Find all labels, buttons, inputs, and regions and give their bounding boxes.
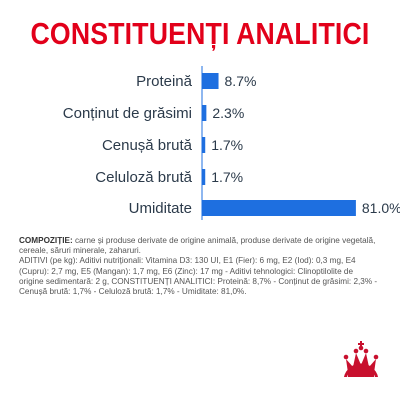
category-label: Conținut de grăsimi (63, 105, 192, 122)
bar (202, 169, 206, 185)
page-title: CONSTITUENȚI ANALITICI (30, 16, 370, 51)
bar (202, 73, 219, 89)
analytic-constituents-chart: Proteină 8.7% Conținut de grăsimi 2.3% Cenuș… (63, 66, 400, 220)
category-label: Celuloză brută (95, 169, 192, 186)
value-label: 81.0% (362, 200, 400, 216)
category-label: Cenușă brută (102, 137, 193, 154)
category-label: Umiditate (129, 200, 192, 217)
composition-paragraph: COMPOZIȚIE: carne și produse derivate de… (19, 236, 379, 256)
composition-label: COMPOZIȚIE: (19, 236, 73, 245)
value-label: 1.7% (211, 169, 243, 185)
value-label: 8.7% (225, 73, 257, 89)
category-label: Proteină (136, 73, 193, 90)
composition-text: COMPOZIȚIE: carne și produse derivate de… (19, 236, 379, 297)
value-label: 1.7% (211, 137, 243, 153)
composition-ingredients: carne și produse derivate de origine ani… (19, 236, 376, 256)
bar (202, 137, 206, 153)
additives-paragraph: ADITIVI (pe kg): Aditivi nutriționali: V… (19, 256, 378, 297)
value-label: 2.3% (212, 105, 244, 121)
royal-canin-crown-icon (336, 341, 386, 387)
bar (202, 105, 207, 121)
bar (202, 200, 356, 216)
